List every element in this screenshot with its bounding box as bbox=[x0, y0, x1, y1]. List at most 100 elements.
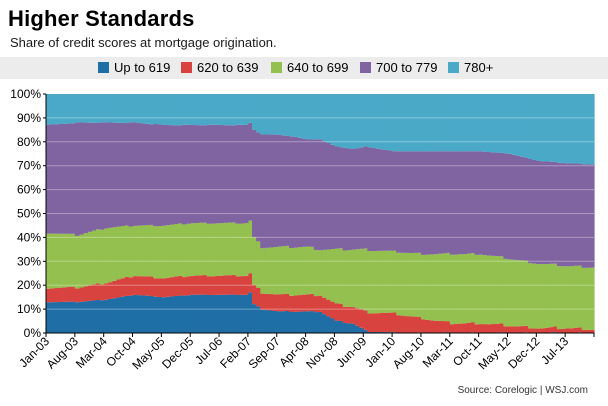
area-segment bbox=[231, 94, 237, 126]
area-segment bbox=[532, 159, 537, 264]
area-segment bbox=[252, 304, 257, 333]
legend-label: 620 to 639 bbox=[197, 60, 259, 75]
area-segment bbox=[429, 151, 434, 255]
area-segment bbox=[116, 279, 121, 298]
area-segment bbox=[227, 94, 233, 126]
area-segment bbox=[313, 312, 319, 333]
area-segment bbox=[99, 94, 105, 123]
x-tick-label: Aug-03 bbox=[44, 334, 81, 371]
area-segment bbox=[474, 324, 480, 333]
area-segment bbox=[375, 250, 381, 314]
area-segment bbox=[149, 276, 154, 296]
x-tick-label: May-05 bbox=[129, 334, 167, 372]
area-segment bbox=[313, 139, 319, 250]
area-segment bbox=[132, 122, 138, 226]
area-segment bbox=[252, 284, 257, 305]
area-segment bbox=[466, 322, 471, 333]
area-segment bbox=[78, 234, 84, 288]
area-segment bbox=[330, 318, 336, 333]
area-segment bbox=[359, 248, 364, 310]
area-segment bbox=[392, 151, 397, 251]
y-tick-label: 60% bbox=[17, 183, 41, 197]
area-segment bbox=[149, 94, 154, 125]
area-segment bbox=[581, 330, 587, 333]
area-segment bbox=[46, 233, 51, 289]
area-segment bbox=[206, 124, 212, 224]
area-segment bbox=[181, 277, 187, 296]
area-segment bbox=[309, 94, 315, 140]
area-segment bbox=[219, 294, 224, 333]
area-segment bbox=[544, 263, 550, 328]
area-segment bbox=[441, 321, 447, 333]
area-segment bbox=[62, 94, 68, 124]
area-segment bbox=[272, 294, 278, 311]
area-segment bbox=[124, 295, 130, 333]
area-segment bbox=[322, 249, 327, 298]
area-segment bbox=[301, 138, 307, 247]
area-segment bbox=[247, 220, 253, 274]
area-segment bbox=[305, 311, 311, 333]
area-segment bbox=[78, 287, 84, 302]
area-segment bbox=[416, 252, 422, 317]
y-tick-label: 30% bbox=[17, 254, 41, 268]
area-segment bbox=[585, 94, 591, 165]
area-segment bbox=[346, 306, 352, 324]
area-segment bbox=[544, 94, 550, 162]
area-segment bbox=[95, 283, 101, 300]
x-tick-label: May-12 bbox=[475, 334, 513, 372]
area-segment bbox=[239, 124, 245, 224]
area-segment bbox=[111, 227, 117, 281]
area-segment bbox=[342, 250, 348, 307]
area-segment bbox=[268, 294, 274, 311]
area-segment bbox=[408, 316, 414, 333]
area-segment bbox=[169, 94, 175, 126]
y-tick-label: 20% bbox=[17, 278, 41, 292]
area-segment bbox=[490, 324, 496, 333]
area-segment bbox=[589, 329, 595, 333]
area-segment bbox=[83, 286, 88, 302]
area-segment bbox=[346, 148, 352, 251]
area-segment bbox=[107, 298, 113, 333]
area-segment bbox=[124, 94, 130, 124]
x-tick-label: Jun-09 bbox=[334, 334, 370, 370]
area-segment bbox=[400, 315, 406, 333]
area-segment bbox=[198, 94, 204, 126]
area-segment bbox=[181, 124, 187, 225]
area-segment bbox=[103, 94, 109, 123]
area-segment bbox=[379, 149, 385, 251]
area-segment bbox=[519, 94, 525, 157]
area-segment bbox=[206, 223, 212, 277]
area-segment bbox=[293, 247, 298, 296]
area-segment bbox=[194, 94, 200, 126]
area-segment bbox=[523, 157, 529, 261]
area-segment bbox=[91, 94, 97, 123]
area-segment bbox=[132, 225, 138, 277]
area-segment bbox=[486, 324, 492, 333]
area-segment bbox=[62, 301, 68, 333]
area-segment bbox=[313, 296, 319, 313]
area-segment bbox=[260, 293, 265, 310]
area-segment bbox=[231, 294, 237, 333]
area-segment bbox=[573, 265, 579, 328]
area-segment bbox=[573, 163, 579, 266]
area-segment bbox=[173, 224, 179, 277]
area-segment bbox=[235, 276, 241, 295]
area-segment bbox=[70, 286, 76, 302]
area-segment bbox=[379, 312, 385, 333]
area-segment bbox=[495, 256, 500, 324]
area-segment bbox=[149, 124, 154, 225]
area-segment bbox=[470, 322, 476, 333]
area-segment bbox=[62, 233, 68, 288]
area-segment bbox=[581, 94, 587, 165]
area-segment bbox=[210, 276, 216, 295]
area-segment bbox=[124, 225, 130, 277]
area-segment bbox=[120, 296, 125, 333]
area-segment bbox=[326, 316, 331, 333]
area-segment bbox=[120, 278, 125, 297]
area-segment bbox=[107, 282, 113, 299]
area-segment bbox=[194, 223, 200, 276]
area-segment bbox=[387, 94, 393, 151]
area-segment bbox=[466, 94, 471, 152]
area-segment bbox=[565, 266, 570, 329]
area-segment bbox=[466, 253, 471, 323]
